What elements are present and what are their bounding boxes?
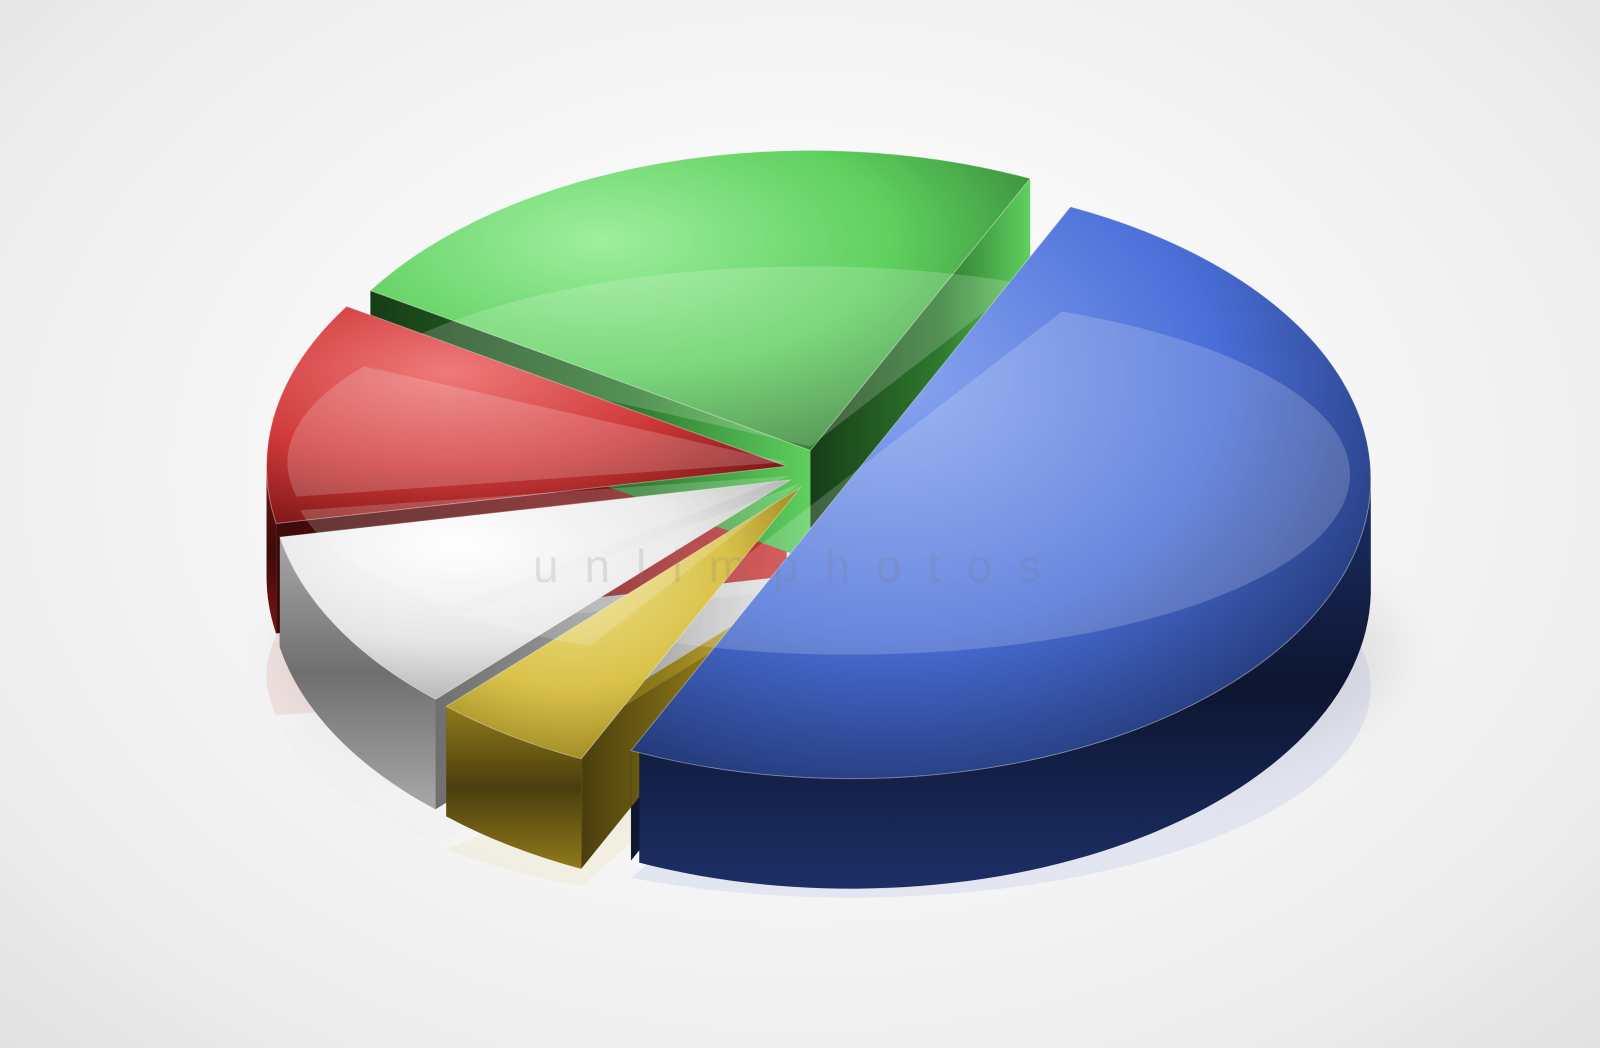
pie-chart-3d (0, 0, 1600, 1048)
chart-stage: unlimphotos (0, 0, 1600, 1048)
